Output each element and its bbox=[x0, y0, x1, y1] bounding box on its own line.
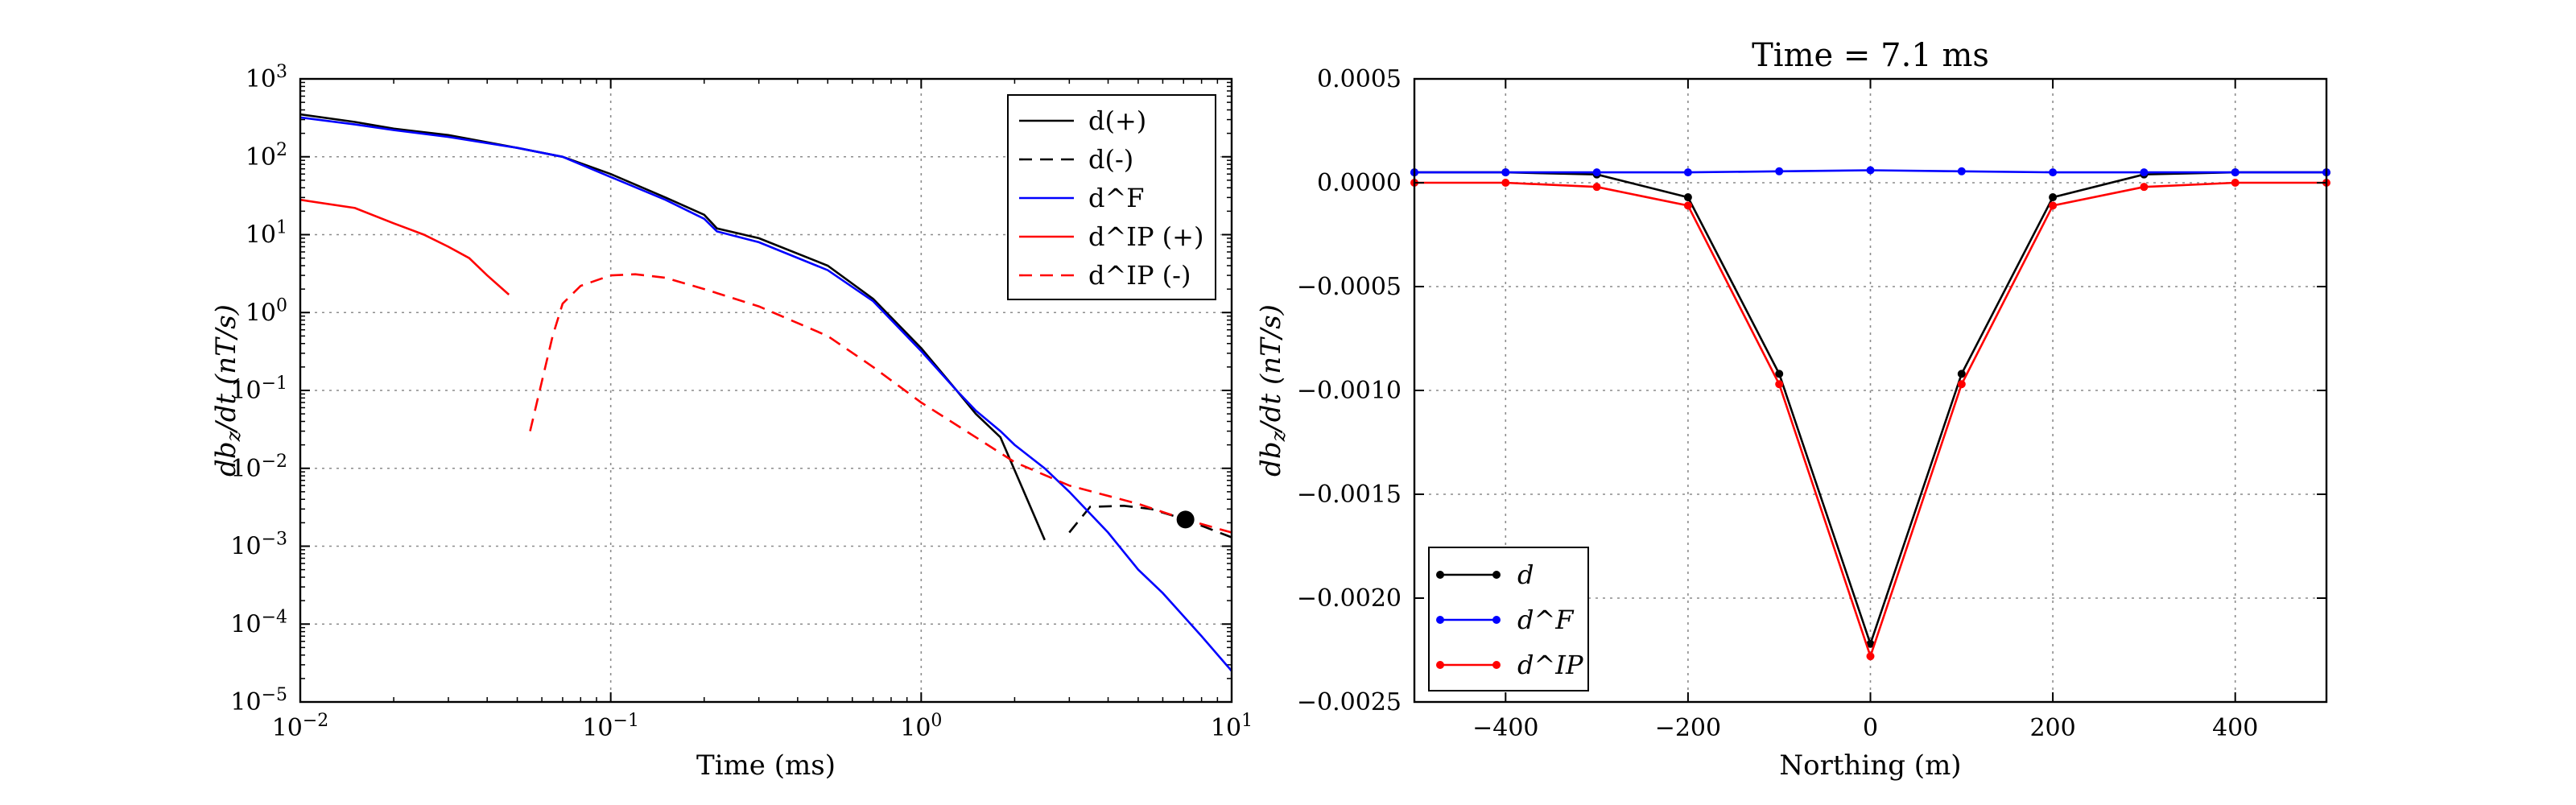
right-legend: d d^F d^IP bbox=[1428, 547, 1589, 691]
right-series-marker-2 bbox=[1957, 380, 1966, 389]
left-legend-label-4: d^IP (-) bbox=[1088, 260, 1191, 291]
right-legend-marker-2 bbox=[1436, 661, 1444, 669]
right-x-tick-label: −400 bbox=[1472, 714, 1538, 742]
right-series-marker-2 bbox=[1775, 380, 1784, 389]
left-series-line-3 bbox=[300, 198, 510, 295]
left-legend-label-0: d(+) bbox=[1088, 105, 1146, 136]
left-y-tick-label: 100 bbox=[246, 295, 287, 328]
right-series-marker-1 bbox=[1957, 167, 1966, 175]
right-legend-label-0: d bbox=[1517, 559, 1534, 590]
left-x-tick-label: 10−2 bbox=[272, 711, 329, 743]
right-series-marker-0 bbox=[1957, 369, 1966, 378]
left-y-tick-label: 103 bbox=[246, 62, 287, 94]
left-highlight-point bbox=[1176, 510, 1195, 529]
right-chart: −400 −200 0 200 400 −0.0025 −0.0020 −0.0015 −0.0… bbox=[1255, 37, 2330, 782]
right-x-tick-label: 0 bbox=[1863, 714, 1878, 742]
left-legend: d(+) d(-) d^F d^IP (+) d^IP (-) bbox=[1007, 94, 1216, 300]
left-series-line-4 bbox=[529, 273, 1232, 534]
left-x-tick-label: 101 bbox=[1211, 711, 1253, 743]
left-y-tick-label: 10−5 bbox=[230, 685, 287, 717]
right-y-tick-label: −0.0015 bbox=[1297, 481, 1402, 509]
right-series-marker-0 bbox=[1775, 369, 1784, 378]
left-y-tick-label: 10−3 bbox=[230, 529, 287, 561]
right-series-marker-2 bbox=[1501, 179, 1510, 187]
left-y-tick-label: 10−4 bbox=[230, 607, 287, 639]
right-legend-marker-1 bbox=[1436, 616, 1444, 624]
right-y-axis-label: dbz/dt (nT/s) bbox=[1255, 304, 1290, 477]
right-y-tick-label: −0.0005 bbox=[1297, 273, 1402, 301]
left-x-tick-label: 10−1 bbox=[582, 711, 639, 743]
right-series-marker-1 bbox=[1775, 167, 1784, 175]
right-chart-title: Time = 7.1 ms bbox=[1752, 37, 1989, 74]
right-y-tick-label: 0.0000 bbox=[1317, 169, 1402, 197]
right-x-tick-label: −200 bbox=[1655, 714, 1721, 742]
right-series-marker-2 bbox=[1592, 183, 1601, 192]
right-series-marker-1 bbox=[2049, 168, 2058, 177]
right-series-marker-1 bbox=[1592, 168, 1601, 177]
right-legend-marker-2 bbox=[1492, 661, 1501, 669]
right-legend-label-2: d^IP bbox=[1517, 650, 1583, 680]
right-y-tick-label: 0.0005 bbox=[1317, 65, 1402, 93]
right-legend-marker-1 bbox=[1492, 616, 1501, 624]
left-x-tick-label: 100 bbox=[900, 711, 942, 743]
right-x-tick-label: 400 bbox=[2212, 714, 2258, 742]
left-x-axis-label: Time (ms) bbox=[696, 749, 836, 782]
right-series-marker-0 bbox=[1866, 639, 1875, 648]
left-y-tick-label: 102 bbox=[246, 139, 287, 171]
right-series-marker-2 bbox=[2049, 201, 2058, 210]
right-legend-label-1: d^F bbox=[1517, 605, 1575, 635]
left-series-line-2 bbox=[300, 116, 1232, 672]
right-series-marker-0 bbox=[1683, 193, 1692, 202]
left-chart: 10−2 10−1 100 101 10−5 10−4 10−3 10−2 10−1 100 101… bbox=[210, 62, 1253, 782]
right-series-marker-2 bbox=[1683, 201, 1692, 210]
left-y-tick-label: 101 bbox=[246, 217, 287, 250]
left-legend-label-2: d^F bbox=[1088, 183, 1145, 213]
right-legend-marker-0 bbox=[1492, 571, 1501, 579]
right-y-tick-label: −0.0010 bbox=[1297, 377, 1402, 405]
right-series-marker-1 bbox=[2231, 168, 2240, 177]
right-x-tick-label: 200 bbox=[2029, 714, 2075, 742]
left-legend-label-3: d^IP (+) bbox=[1088, 221, 1203, 252]
right-series-marker-1 bbox=[1683, 168, 1692, 177]
right-y-tick-label: −0.0025 bbox=[1297, 688, 1402, 716]
right-series-marker-2 bbox=[2140, 183, 2149, 192]
right-series-marker-1 bbox=[1866, 166, 1875, 175]
right-series-marker-2 bbox=[1866, 652, 1875, 661]
right-series-marker-1 bbox=[1501, 168, 1510, 177]
right-series-marker-1 bbox=[2140, 168, 2149, 177]
right-x-axis-label: Northing (m) bbox=[1779, 749, 1961, 782]
right-series-marker-2 bbox=[2231, 179, 2240, 187]
left-y-axis-label: dbz/dt (nT/s) bbox=[210, 304, 245, 477]
left-y-tick-label: 10−2 bbox=[230, 451, 287, 483]
right-y-tick-label: −0.0020 bbox=[1297, 584, 1402, 613]
left-y-tick-label: 10−1 bbox=[230, 374, 287, 406]
left-legend-label-1: d(-) bbox=[1088, 144, 1133, 175]
right-series-marker-0 bbox=[2049, 193, 2058, 202]
right-legend-marker-0 bbox=[1436, 571, 1444, 579]
